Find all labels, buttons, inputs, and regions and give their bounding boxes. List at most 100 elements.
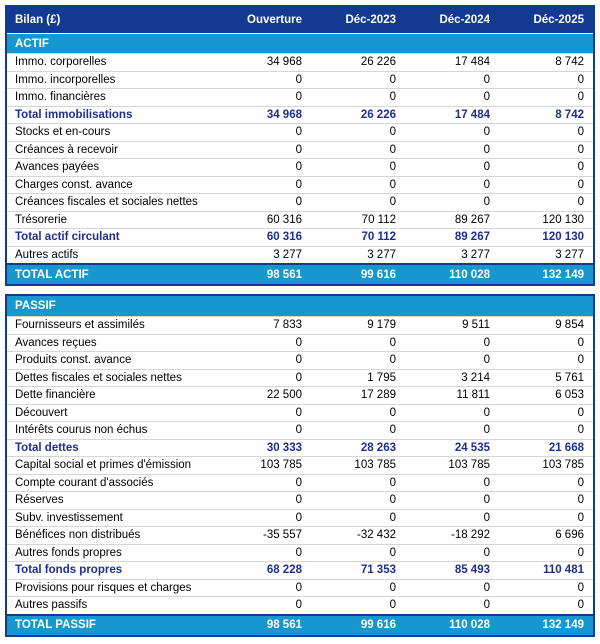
total-cell-value: 110 028 [449,619,490,631]
table-row: Avances reçues 0 0 0 0 [7,333,593,351]
cell-value: -35 557 [262,529,302,542]
table-row: Créances à recevoir 0 0 0 0 [7,140,593,158]
section-header-actif: ACTIF [7,33,593,53]
cell-value: 3 277 [555,248,584,261]
cell-value: 34 968 [266,56,302,69]
table-row: Provisions pour risques et charges 0 0 0 0 [7,578,593,596]
cell-value: 0 [483,511,490,524]
total-label: TOTAL PASSIF [15,619,96,631]
row-label: Intérêts courus non échus [15,424,148,437]
cell-value: 120 130 [542,213,584,226]
cell-value: 0 [483,126,490,139]
cell-value: 26 226 [360,56,396,69]
column-header-dec-2025: Déc-2025 [533,14,584,26]
row-label: Trésorerie [15,213,67,226]
cell-value: 0 [389,494,396,507]
cell-value: 0 [483,546,490,559]
cell-value: 68 228 [266,564,302,577]
passif-section-body: PASSIF Fournisseurs et assimilés 7 833 9 17… [7,296,593,635]
cell-value: 0 [577,424,584,437]
row-label: Produits const. avance [15,354,132,367]
row-label: Immo. financières [15,91,106,104]
passif-table: PASSIF Fournisseurs et assimilés 7 833 9 17… [5,294,595,637]
cell-value: 103 785 [260,459,302,472]
table-row: Immo. incorporelles 0 0 0 0 [7,70,593,88]
total-cell-value: 98 561 [266,619,302,631]
cell-value: 0 [483,599,490,612]
cell-value: 3 277 [273,248,302,261]
cell-value: 24 535 [454,441,490,454]
table-title: Bilan (£) [15,14,61,26]
column-header-dec-2023: Déc-2023 [345,14,396,26]
cell-value: 103 785 [354,459,396,472]
cell-value: 0 [389,73,396,86]
cell-value: 28 263 [360,441,396,454]
table-row: Créances fiscales et sociales nettes 0 0 0 0 [7,193,593,211]
cell-value: 0 [295,599,302,612]
table-row: Autres actifs 3 277 3 277 3 277 3 277 [7,245,593,263]
cell-value: 60 316 [266,231,302,244]
cell-value: 0 [295,196,302,209]
cell-value: 0 [577,546,584,559]
row-label: Créances fiscales et sociales nettes [15,196,198,209]
row-label: Immo. incorporelles [15,73,116,86]
table-row: Subv. investissement 0 0 0 0 [7,508,593,526]
cell-value: 0 [295,354,302,367]
cell-value: 0 [577,126,584,139]
cell-value: 0 [577,354,584,367]
cell-value: 0 [295,178,302,191]
cell-value: 0 [483,178,490,191]
cell-value: 0 [389,406,396,419]
cell-value: 0 [389,476,396,489]
section-gap [5,286,595,294]
row-label: Stocks et en-cours [15,126,111,139]
cell-value: 0 [389,178,396,191]
table-row: Réserves 0 0 0 0 [7,491,593,509]
cell-value: 0 [577,91,584,104]
row-label: Total immobilisations [15,108,133,121]
actif-table: Bilan (£) Ouverture Déc-2023 Déc-2024 Dé… [5,5,595,286]
row-label: Autres fonds propres [15,546,122,559]
row-label: Créances à recevoir [15,143,118,156]
table-row: Compte courant d'associés 0 0 0 0 [7,473,593,491]
table-row: Charges const. avance 0 0 0 0 [7,175,593,193]
cell-value: 11 811 [456,389,490,402]
cell-value: 17 484 [454,108,490,121]
cell-value: 0 [577,599,584,612]
table-row: Capital social et primes d'émission 103 7… [7,456,593,474]
total-cell-value: 132 149 [542,619,584,631]
cell-value: 0 [577,196,584,209]
cell-value: 6 696 [555,529,584,542]
cell-value: 0 [483,91,490,104]
cell-value: 0 [389,126,396,139]
cell-value: 6 053 [555,389,584,402]
cell-value: 85 493 [454,564,490,577]
cell-value: 0 [295,511,302,524]
cell-value: 0 [577,73,584,86]
cell-value: -18 292 [450,529,490,542]
cell-value: 0 [483,494,490,507]
cell-value: 0 [389,91,396,104]
cell-value: 0 [295,424,302,437]
row-label: Total dettes [15,441,79,454]
table-row: Dettes fiscales et sociales nettes 0 1 795… [7,368,593,386]
total-cell-value: 132 149 [542,268,584,281]
row-label: Dettes fiscales et sociales nettes [15,371,182,384]
row-label: Compte courant d'associés [15,476,154,489]
row-label: Autres actifs [15,248,79,261]
cell-value: 0 [389,511,396,524]
total-cell-value: 110 028 [449,268,490,281]
total-cell-value: 99 616 [360,619,396,631]
cell-value: 0 [577,161,584,174]
cell-value: 5 761 [555,371,584,384]
cell-value: 0 [483,424,490,437]
table-row: Immo. financières 0 0 0 0 [7,88,593,106]
cell-value: 0 [295,581,302,594]
cell-value: 21 668 [548,441,584,454]
row-label: Provisions pour risques et charges [15,581,192,594]
cell-value: 70 112 [361,231,396,244]
cell-value: 0 [483,196,490,209]
actif-section-body: ACTIF Immo. corporelles 34 968 26 226 17 484… [7,33,593,284]
cell-value: 0 [483,476,490,489]
